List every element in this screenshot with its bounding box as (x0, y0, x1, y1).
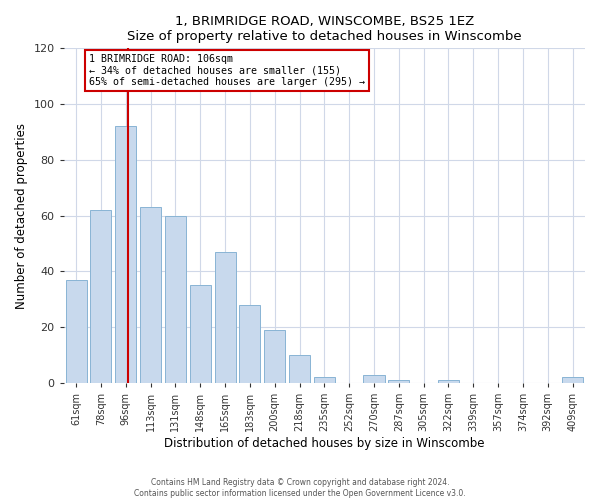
Text: Contains HM Land Registry data © Crown copyright and database right 2024.
Contai: Contains HM Land Registry data © Crown c… (134, 478, 466, 498)
Bar (364, 374, 385, 383)
Bar (438, 380, 459, 383)
Bar (65, 280, 86, 383)
Bar (140, 208, 161, 383)
Bar (562, 378, 583, 383)
Bar (388, 380, 409, 383)
Bar (165, 216, 186, 383)
Bar (190, 286, 211, 383)
Bar (215, 252, 236, 383)
Text: 1 BRIMRIDGE ROAD: 106sqm
← 34% of detached houses are smaller (155)
65% of semi-: 1 BRIMRIDGE ROAD: 106sqm ← 34% of detach… (89, 54, 365, 87)
Title: 1, BRIMRIDGE ROAD, WINSCOMBE, BS25 1EZ
Size of property relative to detached hou: 1, BRIMRIDGE ROAD, WINSCOMBE, BS25 1EZ S… (127, 15, 521, 43)
Bar (314, 378, 335, 383)
Bar (289, 355, 310, 383)
Bar (91, 210, 112, 383)
Y-axis label: Number of detached properties: Number of detached properties (15, 122, 28, 308)
Bar (239, 305, 260, 383)
Bar (115, 126, 136, 383)
Bar (264, 330, 285, 383)
X-axis label: Distribution of detached houses by size in Winscombe: Distribution of detached houses by size … (164, 437, 485, 450)
